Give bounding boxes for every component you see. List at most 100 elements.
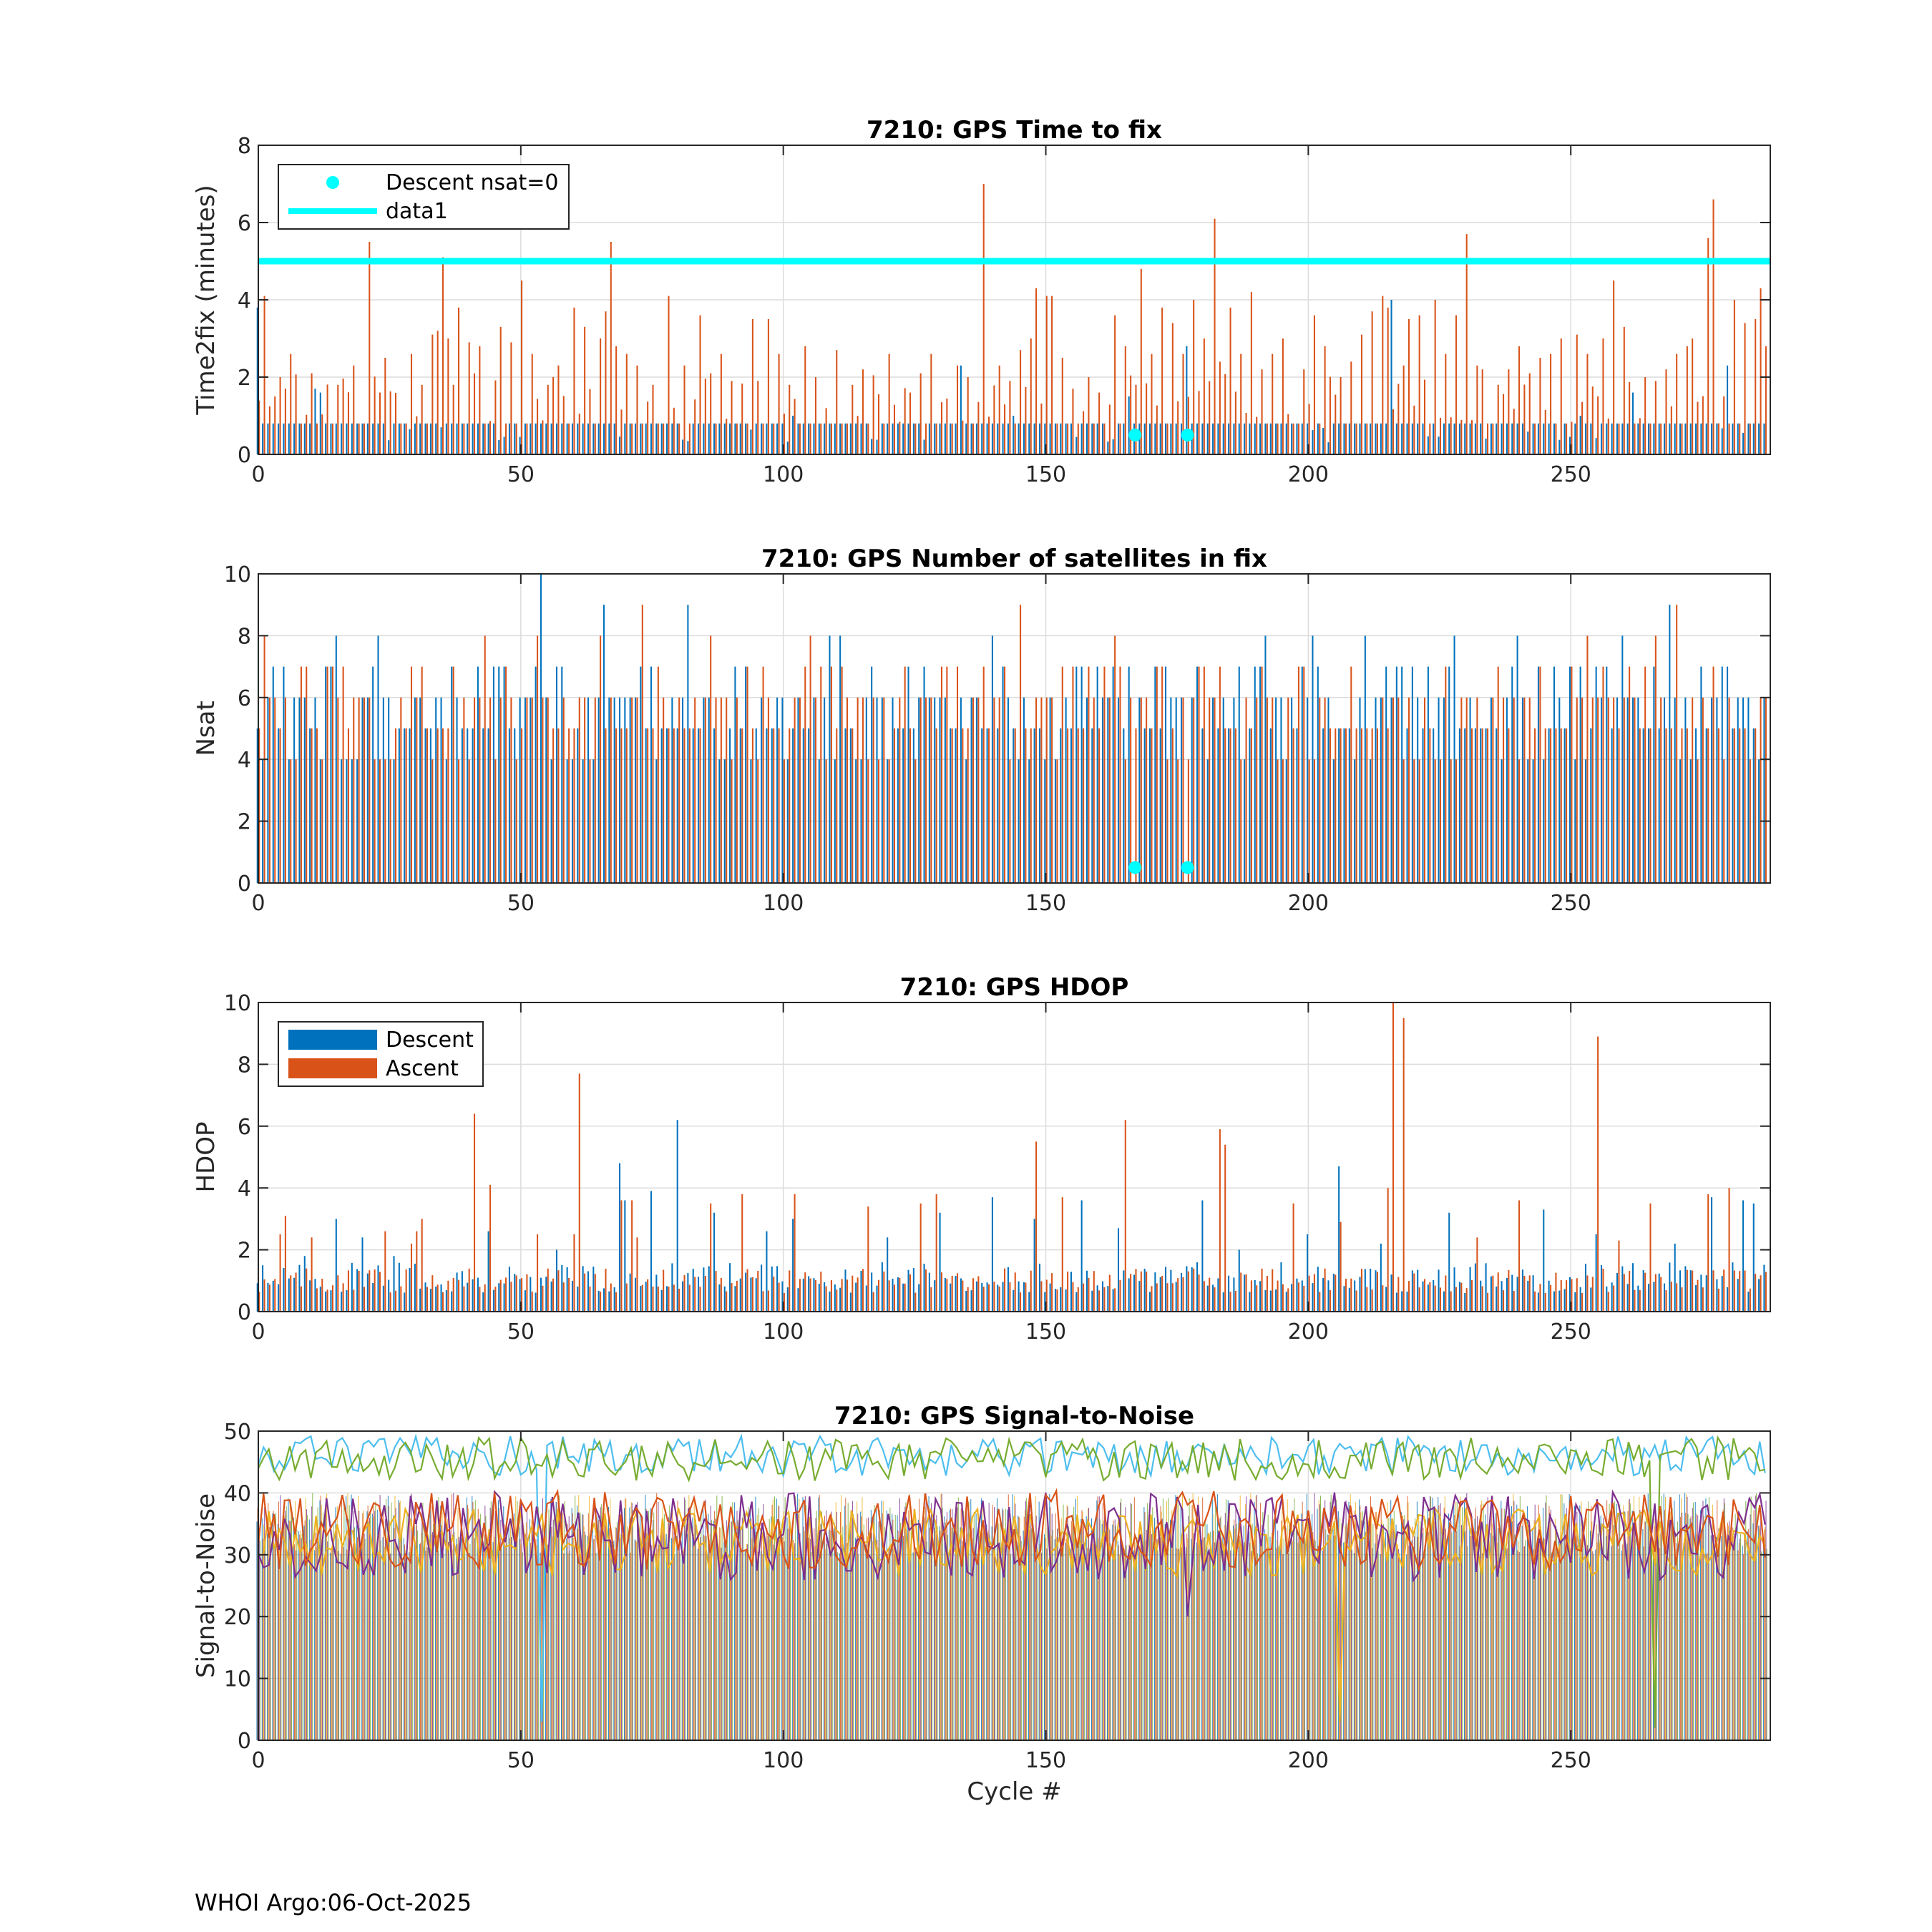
descent-bar xyxy=(876,697,878,883)
ascent-bar xyxy=(688,728,691,883)
descent-bar xyxy=(1301,423,1303,454)
snr-bar xyxy=(1448,1513,1449,1740)
descent-bar xyxy=(1469,423,1471,454)
snr-bar xyxy=(1257,1553,1258,1740)
snr-bar xyxy=(555,1502,557,1740)
x-tick-label: 250 xyxy=(1551,1748,1591,1773)
descent-bar xyxy=(855,1282,857,1312)
snr-bar xyxy=(296,1529,298,1740)
descent-bar xyxy=(1422,423,1424,454)
ascent-bar xyxy=(1550,1284,1552,1312)
ascent-bar xyxy=(510,342,512,454)
ascent-bar xyxy=(1177,759,1179,883)
snr-bar xyxy=(1654,1518,1656,1740)
snr-bar xyxy=(585,1534,586,1740)
snr-bar xyxy=(256,1521,258,1740)
ascent-bar xyxy=(715,697,717,883)
descent-bar xyxy=(1013,416,1015,454)
ascent-bar xyxy=(1523,697,1526,883)
snr-bar xyxy=(1297,1542,1299,1740)
ascent-bar xyxy=(726,1291,728,1312)
descent-bar xyxy=(1590,728,1592,883)
snr-bar xyxy=(1529,1524,1531,1740)
ascent-bar xyxy=(600,1292,602,1312)
snr-bar xyxy=(1435,1512,1437,1740)
descent-bar xyxy=(1732,423,1734,454)
ascent-bar xyxy=(615,346,618,454)
snr-bar xyxy=(1123,1548,1125,1740)
snr-bar xyxy=(1428,1508,1430,1740)
snr-bar xyxy=(1344,1548,1345,1740)
snr-bar xyxy=(673,1530,675,1740)
descent-bar xyxy=(1631,1263,1634,1312)
snr-bar xyxy=(1183,1523,1184,1740)
snr-bar xyxy=(1211,1495,1213,1740)
snr-bar xyxy=(488,1543,489,1740)
y-tick-label: 0 xyxy=(238,1300,251,1325)
snr-bar xyxy=(1151,1534,1153,1740)
ascent-bar xyxy=(394,392,397,454)
snr-bar xyxy=(1518,1541,1519,1740)
descent-bar xyxy=(944,697,946,883)
descent-bar xyxy=(498,439,500,454)
descent-bar xyxy=(918,697,920,883)
descent-bar xyxy=(892,1279,894,1312)
descent-bar xyxy=(1196,1262,1199,1312)
descent-bar xyxy=(582,1266,584,1312)
ascent-bar xyxy=(1203,338,1205,454)
snr-bar xyxy=(1155,1527,1156,1740)
descent-bar xyxy=(550,759,552,883)
ascent-bar xyxy=(620,1200,623,1312)
ascent-bar xyxy=(1072,389,1074,454)
ascent-bar xyxy=(1629,666,1631,883)
snr-bar xyxy=(966,1508,967,1740)
descent-bar xyxy=(640,1286,642,1312)
snr-bar xyxy=(600,1507,601,1740)
snr-bar xyxy=(363,1510,364,1740)
snr-bar xyxy=(1336,1499,1337,1740)
snr-bar xyxy=(1345,1500,1347,1740)
ascent-bar xyxy=(1629,382,1631,454)
descent-bar xyxy=(461,1271,463,1312)
descent-bar xyxy=(1023,697,1025,883)
snr-bar xyxy=(442,1534,444,1740)
snr-bar xyxy=(426,1547,428,1740)
snr-bar xyxy=(464,1545,466,1740)
ascent-bar xyxy=(1465,234,1468,454)
legend-entry: Descent xyxy=(386,1028,474,1053)
descent-bar xyxy=(613,1287,615,1312)
descent-bar xyxy=(923,439,925,454)
descent-bar xyxy=(1170,697,1172,883)
descent-bar xyxy=(1406,1292,1408,1312)
snr-bar xyxy=(1307,1526,1308,1740)
snr-bar xyxy=(1728,1526,1729,1740)
snr-bar xyxy=(923,1519,924,1740)
snr-bar xyxy=(830,1531,831,1740)
snr-bar xyxy=(1278,1546,1279,1740)
snr-bar xyxy=(1093,1528,1095,1740)
descent-bar xyxy=(1175,697,1177,883)
descent-bar xyxy=(1616,1272,1619,1312)
snr-bar xyxy=(850,1510,852,1740)
ascent-bar xyxy=(562,1282,565,1312)
descent-bar xyxy=(660,728,663,883)
snr-bar xyxy=(547,1544,549,1740)
y-tick-label: 0 xyxy=(238,443,251,468)
ascent-bar xyxy=(1261,369,1263,454)
ascent-bar xyxy=(814,697,816,883)
ascent-bar xyxy=(1581,697,1584,883)
ascent-bar xyxy=(1402,759,1405,883)
snr-bar xyxy=(1372,1523,1374,1740)
descent-bar xyxy=(602,1288,605,1312)
snr-bar xyxy=(988,1503,990,1740)
ascent-bar xyxy=(1229,728,1231,883)
ascent-bar xyxy=(1492,697,1494,883)
snr-bar xyxy=(1454,1515,1455,1740)
descent-bar xyxy=(1427,436,1429,454)
descent-bar xyxy=(1642,728,1644,883)
descent-bar xyxy=(1269,1290,1272,1312)
ascent-bar xyxy=(1739,1271,1741,1312)
snr-bar xyxy=(816,1511,817,1740)
snr-bar xyxy=(736,1511,738,1740)
snr-bar xyxy=(1233,1525,1234,1740)
